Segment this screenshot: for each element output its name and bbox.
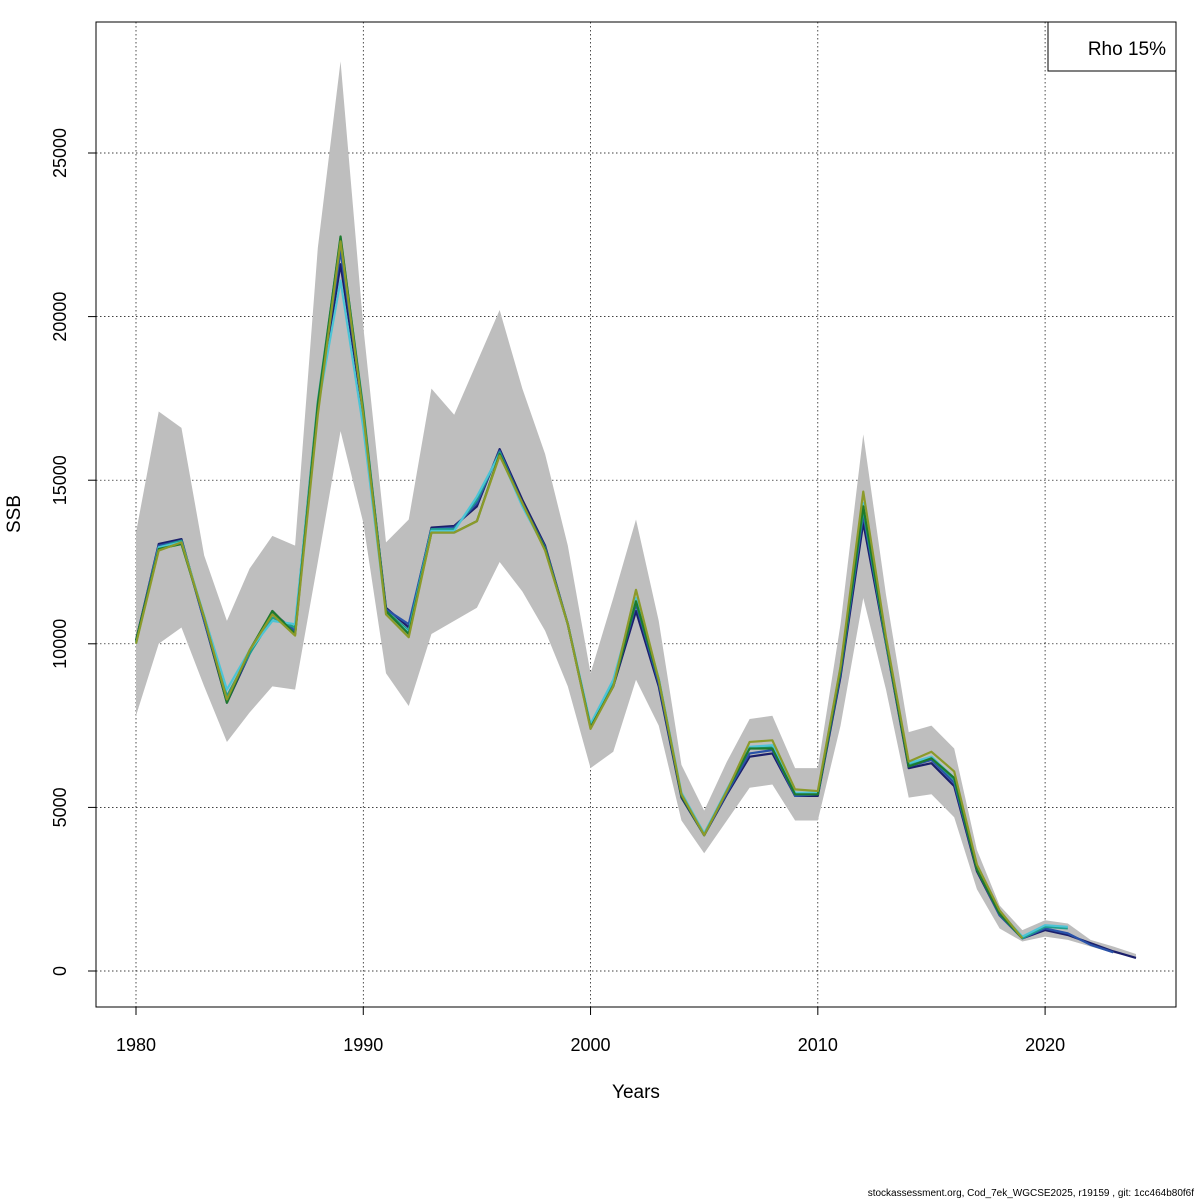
x-axis: 1980 1990 2000 2010 2020 xyxy=(116,1007,1065,1055)
legend-box xyxy=(1047,21,1177,72)
series-line-4 xyxy=(134,279,1068,938)
y-axis-title: SSB xyxy=(4,495,25,533)
y-tick-label-25000: 25000 xyxy=(50,128,70,178)
y-axis: 0 5000 10000 15000 20000 25000 xyxy=(50,128,96,976)
x-axis-title: Years xyxy=(612,1082,660,1103)
y-tick-label-20000: 20000 xyxy=(50,292,70,342)
x-tick-label-1990: 1990 xyxy=(343,1035,383,1055)
legend: Rho 15% xyxy=(1047,21,1177,72)
legend-text: Rho 15% xyxy=(1088,39,1166,60)
y-tick-label-0: 0 xyxy=(50,966,70,976)
x-tick-label-1980: 1980 xyxy=(116,1035,156,1055)
x-tick-label-2000: 2000 xyxy=(571,1035,611,1055)
series-lines xyxy=(134,235,1137,959)
footer-text: stockassessment.org, Cod_7ek_WGCSE2025, … xyxy=(868,1188,1195,1199)
x-tick-label-2010: 2010 xyxy=(798,1035,838,1055)
x-tick-label-2020: 2020 xyxy=(1025,1035,1065,1055)
y-tick-label-15000: 15000 xyxy=(50,455,70,505)
plot-frame xyxy=(95,21,1177,1008)
series-line-3 xyxy=(134,236,1068,940)
y-tick-label-5000: 5000 xyxy=(50,787,70,827)
series-line-6 xyxy=(134,240,1024,939)
y-tick-label-10000: 10000 xyxy=(50,619,70,669)
